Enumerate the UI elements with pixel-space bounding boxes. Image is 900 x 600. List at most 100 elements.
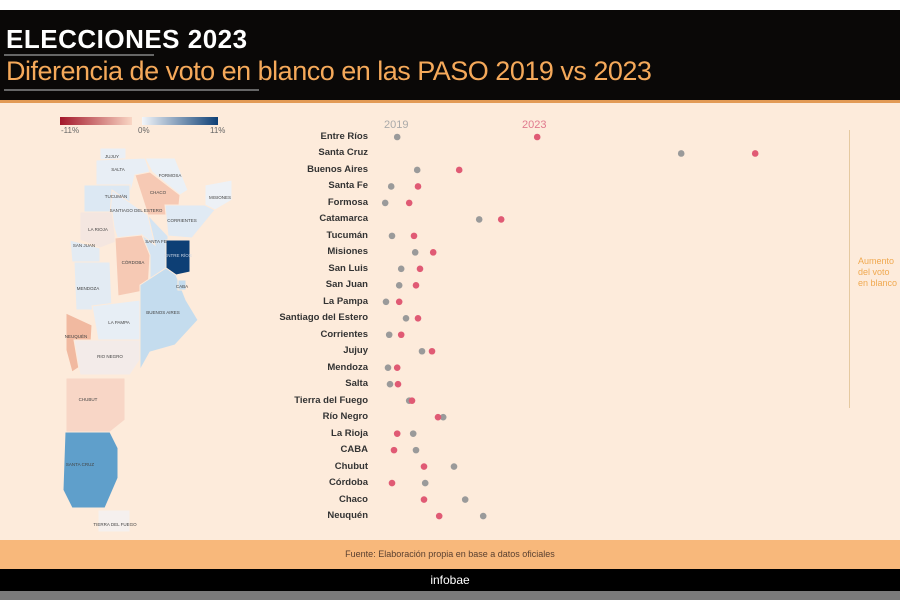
dot-2023 [455,166,463,174]
category-label: Córdoba [328,477,368,489]
dot-2019 [402,314,410,322]
category-label: San Juan [325,279,368,291]
dot-2023 [393,364,401,372]
dot-2023 [397,331,405,339]
brand-logo: infobae [0,569,900,591]
dot-2019 [381,199,389,207]
legend-2023: 2023 [522,119,547,131]
dot-2023 [429,249,437,256]
dot-2019 [418,347,426,355]
dot-2023 [412,282,420,289]
annotation-arrow [849,130,850,408]
province-entre-ríos [165,239,191,276]
footer-source: Fuente: Elaboración propia en base a dat… [0,540,900,569]
province-label: FORMOSA [159,173,182,178]
dot-2023 [435,512,443,520]
dot-2023 [751,150,759,157]
province-caba [177,279,187,291]
province-rio-negro [73,339,141,376]
legend-min: -11% [61,126,80,135]
category-label: Buenos Aires [307,163,368,175]
province-label: SANTA CRUZ [66,462,94,467]
dot-2023 [420,463,428,470]
dot-2019 [385,331,393,339]
category-label: Tucumán [326,229,368,241]
dot-2019 [409,430,417,437]
province-formosa [144,157,189,196]
category-label: Neuquén [327,510,368,522]
category-label: CABA [340,444,368,456]
dot-2023 [393,430,401,437]
dot-2019 [421,479,429,487]
province-label: LA RIOJA [88,227,108,232]
category-label: Chaco [338,493,368,505]
category-label: Corrientes [320,328,368,340]
dot-2023 [395,298,403,306]
category-label: Catamarca [319,213,368,225]
province-santa-cruz [62,431,119,509]
category-label: Tierra del Fuego [294,394,368,406]
province-tierra-del-fuego [97,509,131,533]
province-label: TIERRA DEL FUEGO [93,522,137,527]
dot-2019 [439,413,447,421]
header: ELECCIONES 2023 Diferencia de voto en bl… [0,10,900,100]
dot-2023 [388,479,396,487]
province-label: CHACO [150,190,167,195]
province-label: CHUBUT [79,397,98,402]
legend-gradient-positive [142,117,218,125]
province-label: CABA [176,284,188,289]
category-label: Salta [345,378,368,390]
dot-2019 [475,216,483,223]
province-label: SANTA FE [145,239,166,244]
dot-2019 [384,364,392,372]
dot-2019 [388,232,396,240]
legend-gradient-negative [60,117,132,125]
dot-2023 [405,199,413,207]
category-label: Mendoza [327,361,368,373]
province-label: MENDOZA [77,286,100,291]
province-misiones [204,179,233,211]
province-label: LA PAMPA [108,320,130,325]
dot-2023 [533,133,541,141]
dot-2019 [412,446,420,454]
page-title: ELECCIONES 2023 [6,24,248,54]
dot-2019 [382,298,390,306]
province-label: BUENOS AIRES [146,310,180,315]
province-la-rioja [79,211,117,249]
province-label: MISIONES [209,195,231,200]
province-label: SANTIAGO DEL ESTERO [110,208,163,213]
dot-2023 [408,397,416,404]
dot-2019 [387,183,395,190]
category-label: Santa Cruz [318,147,368,159]
dot-2019 [461,496,469,503]
province-buenos-aires [139,267,199,372]
dot-2019 [397,265,405,273]
category-label: Río Negro [322,411,368,423]
province-label: SALTA [111,167,125,172]
province-chubut [65,377,126,433]
category-label: Misiones [327,246,368,258]
province-corrientes [164,204,216,239]
dot-2023 [497,216,505,223]
dot-2023 [434,413,442,421]
province-label: TUCUMÁN [105,193,128,199]
header-stripe [0,100,900,103]
dot-2023 [414,183,422,190]
province-label: CÓRDOBA [122,259,145,265]
dot-2019 [413,166,421,174]
legend-2019: 2019 [384,119,409,131]
province-label: NEUQUÉN [65,333,88,339]
category-label: Jujuy [343,345,368,357]
dot-2023 [390,446,398,454]
category-label: La Rioja [331,427,368,439]
category-label: Santiago del Estero [279,312,368,324]
category-label: Santa Fe [328,180,368,192]
dot-2019 [479,512,487,520]
dot-2019 [450,463,458,470]
province-label: ENTRE RÍOS [164,252,192,258]
legend-max: 11% [210,126,226,135]
dot-2019 [386,380,394,388]
subtitle-underline [4,89,259,91]
top-strip [0,0,900,10]
